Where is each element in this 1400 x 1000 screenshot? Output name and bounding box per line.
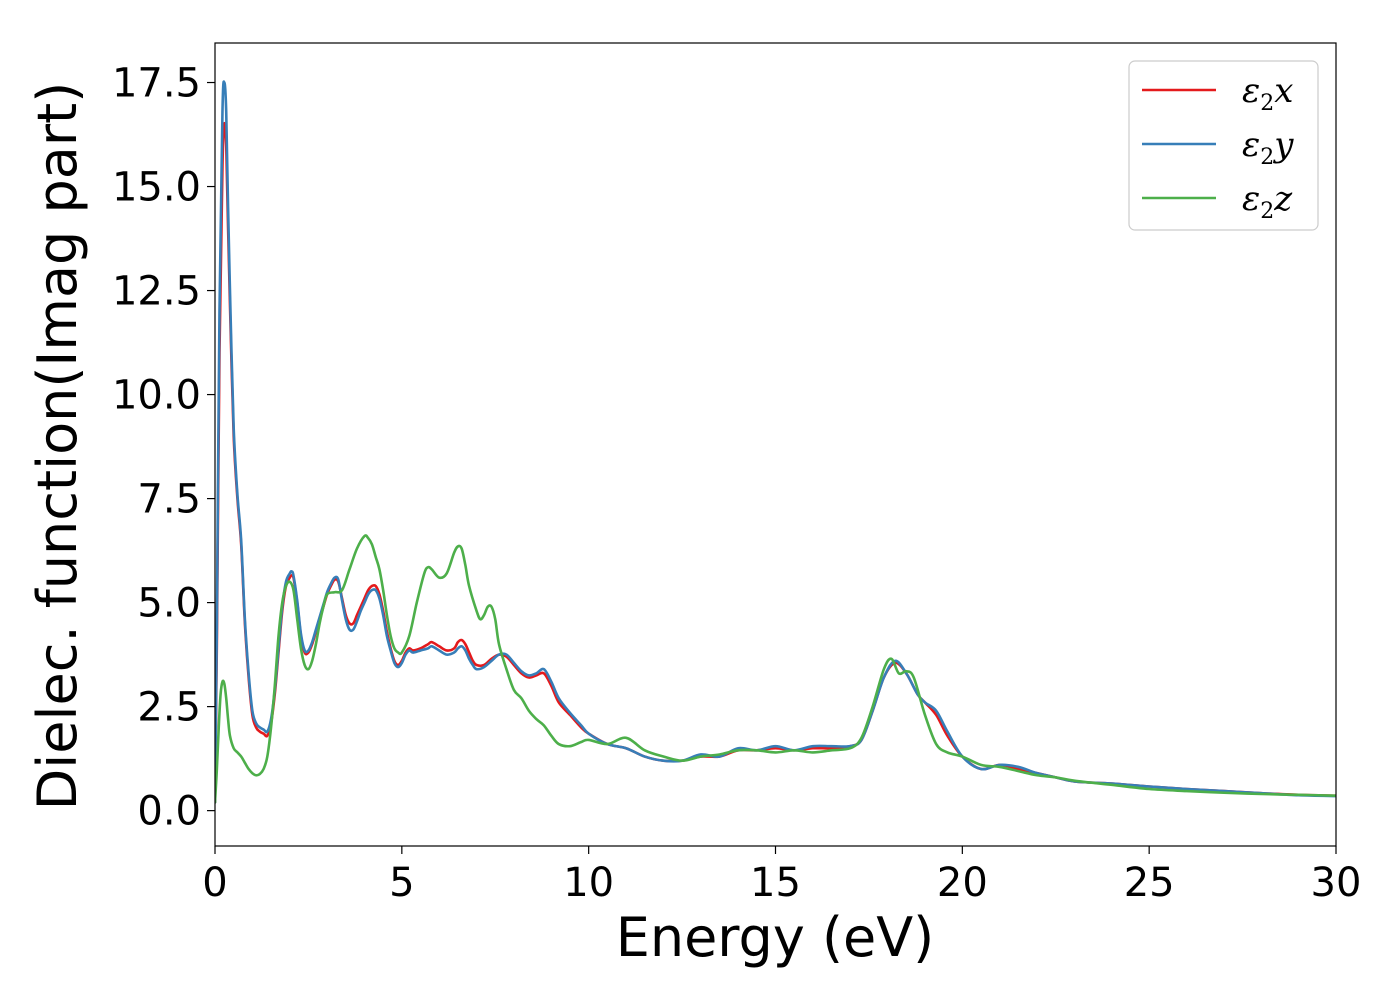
- y-tick-label: 10.0: [112, 373, 201, 419]
- series-line-z: [215, 534, 1336, 804]
- series-layer: [215, 80, 1336, 804]
- legend: ε2x ε2y ε2z: [1128, 60, 1319, 231]
- y-tick-label: 5.0: [137, 581, 201, 627]
- x-tick-label: 25: [1124, 860, 1175, 906]
- y-tick-label: 2.5: [137, 685, 201, 731]
- y-tick-label: 0.0: [137, 789, 201, 835]
- y-axis: 0.0 2.5 5.0 7.5 10.0 12.5 15.0 17.5: [112, 61, 215, 835]
- y-tick-label: 12.5: [112, 269, 201, 315]
- series-line-y: [215, 80, 1336, 804]
- x-tick-label: 15: [750, 860, 801, 906]
- legend-label-y: ε2y: [1242, 125, 1294, 170]
- y-tick-label: 15.0: [112, 165, 201, 211]
- x-tick-label: 30: [1311, 860, 1362, 906]
- legend-box: [1128, 60, 1319, 231]
- x-tick-label: 10: [563, 860, 614, 906]
- legend-label-z: ε2z: [1242, 179, 1293, 224]
- x-tick-label: 0: [202, 860, 227, 906]
- x-tick-label: 5: [389, 860, 414, 906]
- legend-label-x: ε2x: [1242, 71, 1293, 116]
- y-tick-label: 17.5: [112, 61, 201, 107]
- y-axis-title: Dielec. function(Imag part): [26, 82, 89, 811]
- x-axis: 0 5 10 15 20 25 30: [202, 846, 1361, 906]
- x-axis-title: Energy (eV): [616, 906, 935, 969]
- y-tick-label: 7.5: [137, 477, 201, 523]
- x-tick-label: 20: [937, 860, 988, 906]
